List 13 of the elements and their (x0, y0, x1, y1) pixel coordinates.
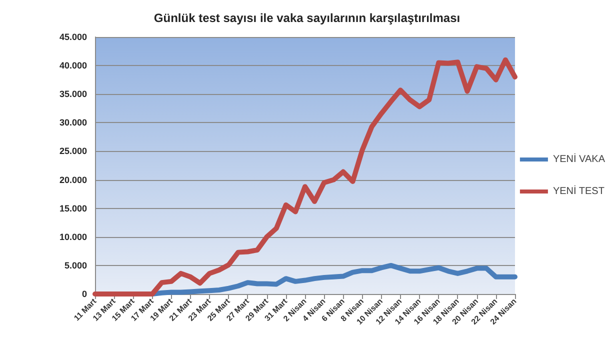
y-tick-label: 45.000 (59, 32, 87, 42)
y-tick-label: 15.000 (59, 203, 87, 214)
chart-title: Günlük test sayısı ile vaka sayılarının karşılaştırılması (154, 11, 460, 25)
y-tick-label: 5.000 (64, 260, 87, 270)
y-tick-label: 20.000 (59, 174, 87, 185)
y-tick-label: 35.000 (59, 89, 87, 100)
y-tick-label: 25.000 (59, 146, 87, 156)
y-tick-label: 40.000 (59, 60, 87, 71)
y-tick-label: 0 (82, 289, 87, 299)
y-tick-label: 30.000 (59, 118, 87, 128)
y-tick-label: 10.000 (59, 232, 87, 242)
legend-label: YENİ TEST (552, 185, 604, 197)
legend-label: YENİ VAKA (552, 153, 606, 165)
